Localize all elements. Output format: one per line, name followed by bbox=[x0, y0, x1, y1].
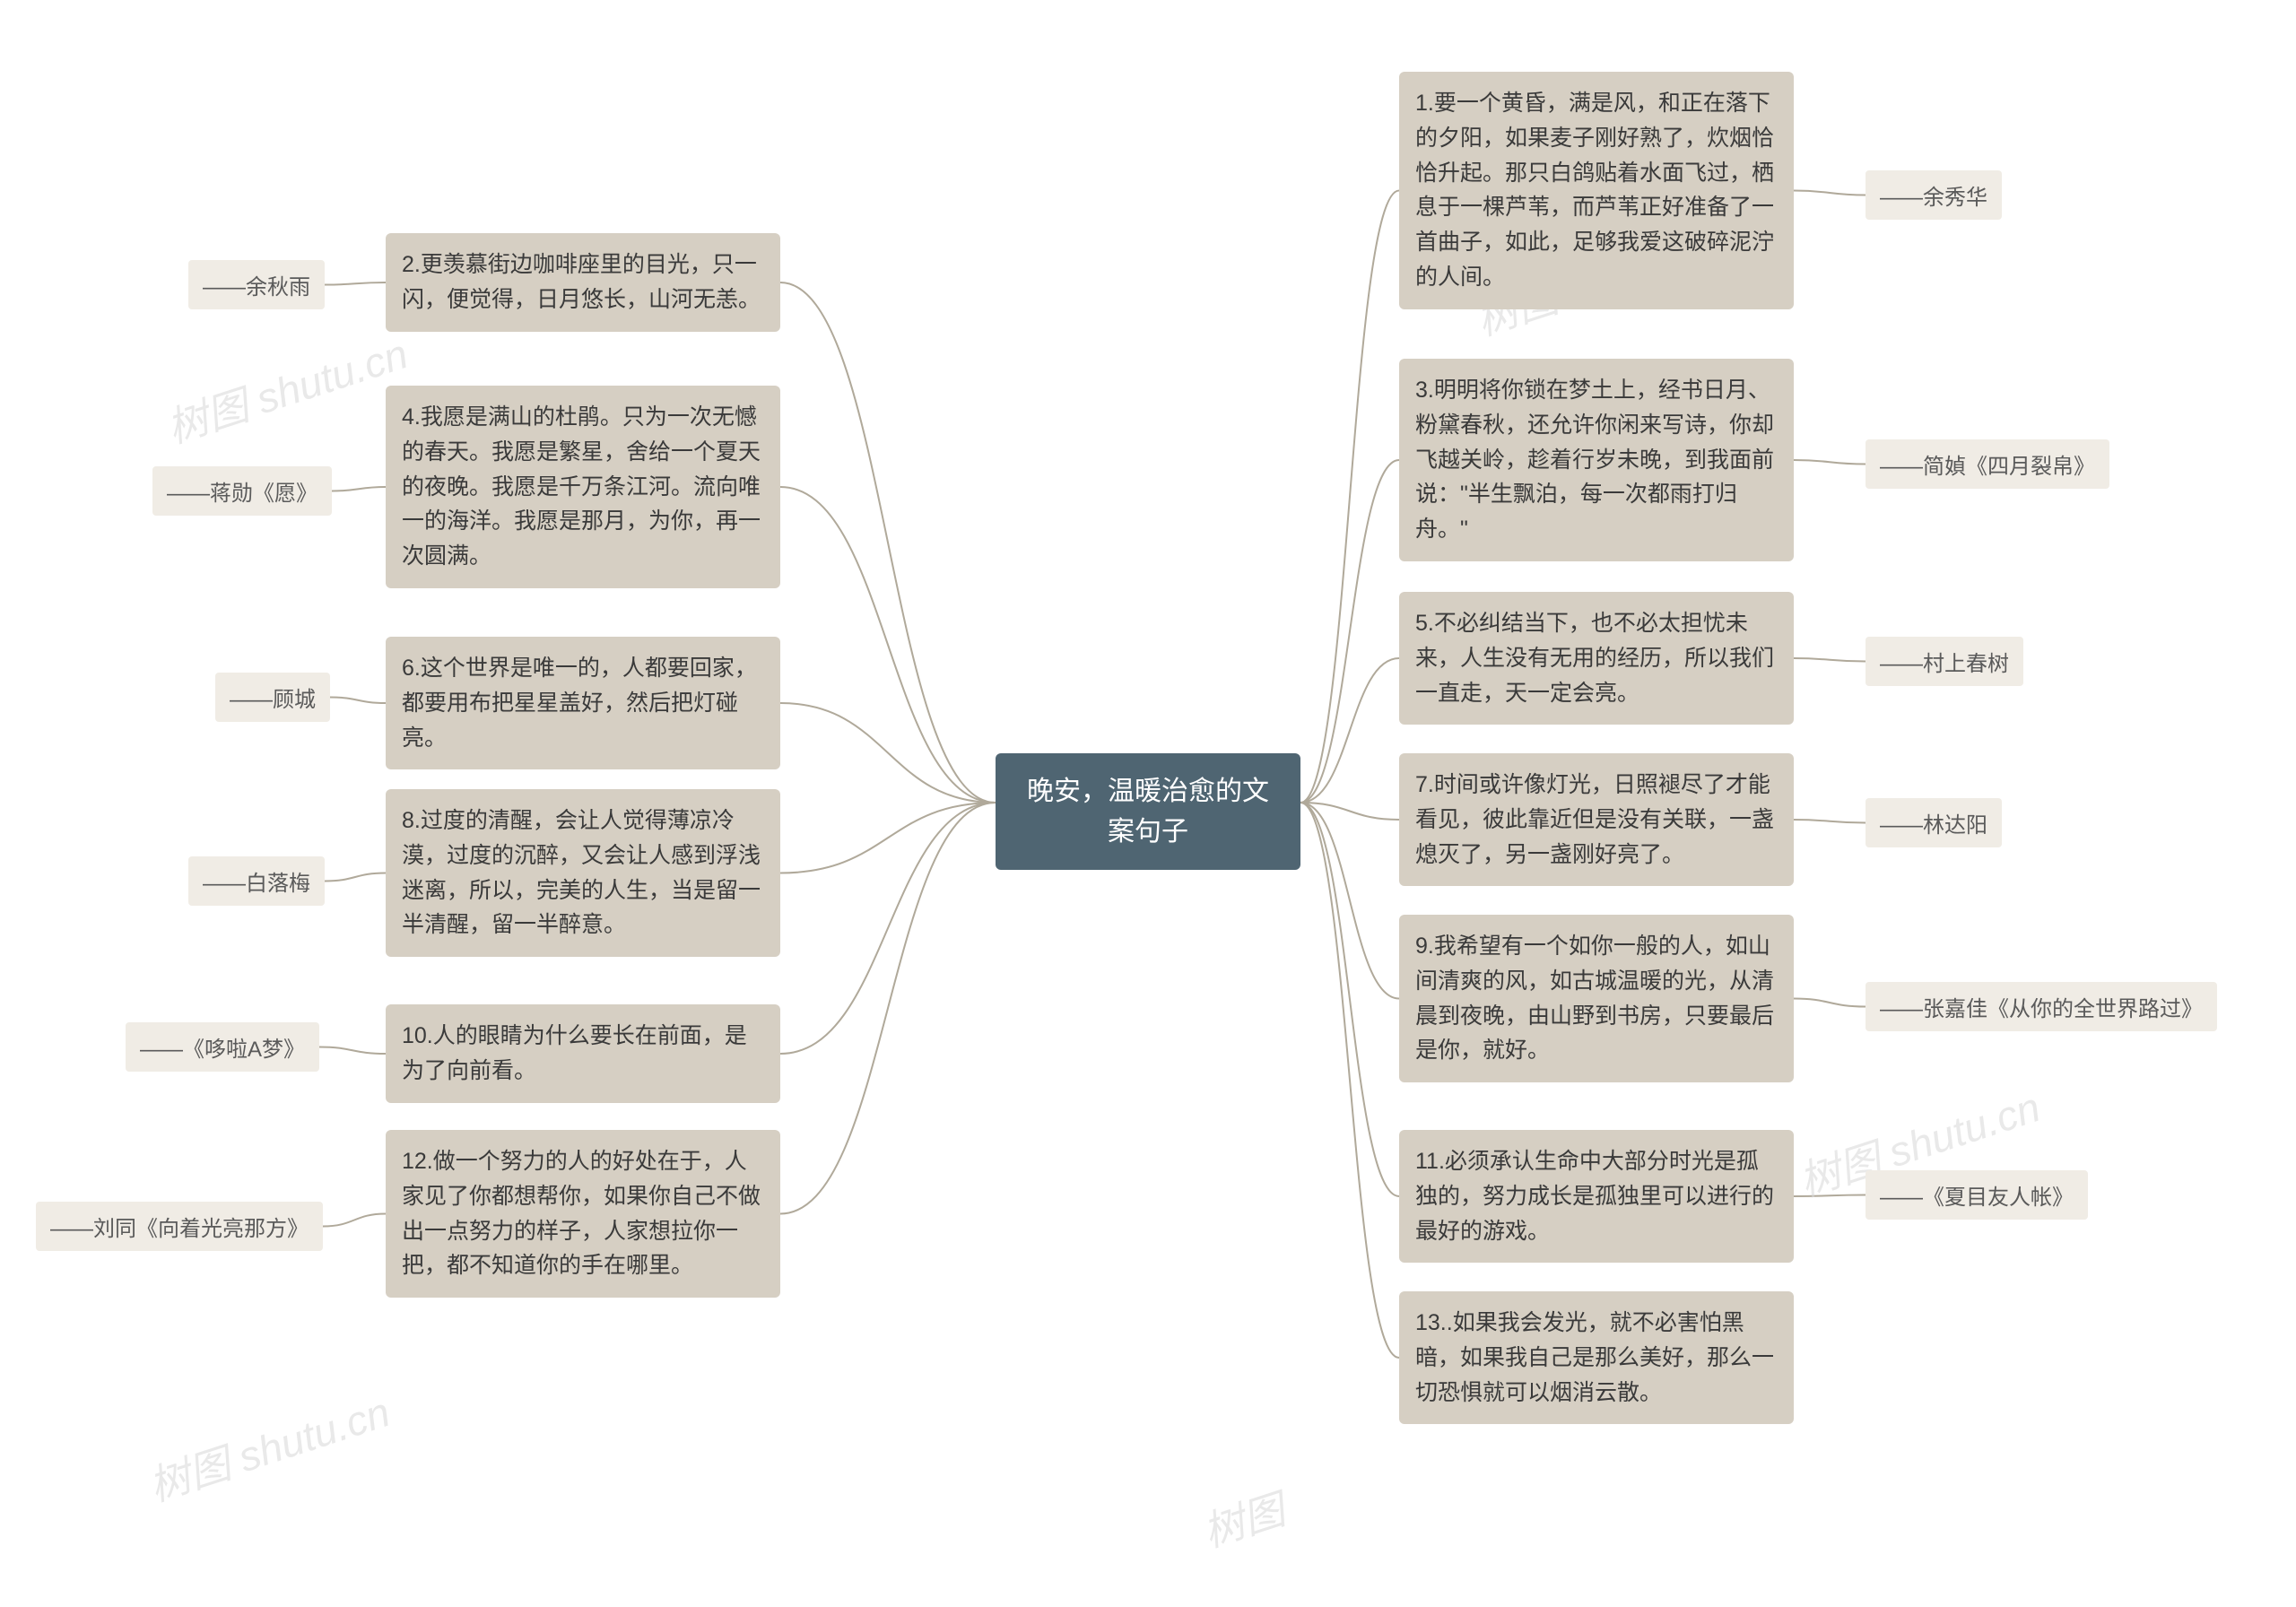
quote-text: 1.要一个黄昏，满是风，和正在落下的夕阳，如果麦子刚好熟了，炊烟恰恰升起。那只白… bbox=[1415, 91, 1774, 290]
author-text: ——刘同《向着光亮那方》 bbox=[50, 1217, 309, 1241]
author-node: ——村上春树 bbox=[1866, 637, 2023, 686]
quote-node-right: 7.时间或许像灯光，日照褪尽了才能看见，彼此靠近但是没有关联，一盏熄灭了，另一盏… bbox=[1399, 753, 1794, 886]
quote-text: 3.明明将你锁在梦土上，经书日月、粉黛春秋，还允许你闲来写诗，你却飞越关岭，趁着… bbox=[1415, 378, 1774, 542]
author-node: ——张嘉佳《从你的全世界路过》 bbox=[1866, 982, 2217, 1031]
quote-node-left: 6.这个世界是唯一的，人都要回家，都要用布把星星盖好，然后把灯碰亮。 bbox=[386, 637, 780, 769]
watermark: 树图 bbox=[1195, 1477, 1292, 1559]
author-text: ——《哆啦A梦》 bbox=[140, 1038, 305, 1062]
author-text: ——白落梅 bbox=[203, 872, 310, 896]
watermark-text: 树图 bbox=[1197, 1486, 1291, 1556]
watermark: 树图 shutu.cn bbox=[159, 322, 414, 456]
watermark: 树图 shutu.cn bbox=[141, 1380, 396, 1514]
author-node: ——余秀华 bbox=[1866, 170, 2002, 220]
author-text: ——张嘉佳《从你的全世界路过》 bbox=[1880, 997, 2203, 1021]
author-node: ——刘同《向着光亮那方》 bbox=[36, 1202, 323, 1251]
quote-node-left: 12.做一个努力的人的好处在于，人家见了你都想帮你，如果你自己不做出一点努力的样… bbox=[386, 1130, 780, 1298]
quote-text: 9.我希望有一个如你一般的人，如山间清爽的风，如古城温暖的光，从清晨到夜晚，由山… bbox=[1415, 934, 1774, 1063]
quote-node-right: 11.必须承认生命中大部分时光是孤独的，努力成长是孤独里可以进行的最好的游戏。 bbox=[1399, 1130, 1794, 1263]
quote-text: 8.过度的清醒，会让人觉得薄凉冷漠，过度的沉醉，又会让人感到浮浅迷离，所以，完美… bbox=[402, 808, 761, 937]
author-text: ——村上春树 bbox=[1880, 652, 2009, 676]
quote-node-left: 4.我愿是满山的杜鹃。只为一次无憾的春天。我愿是繁星，舍给一个夏天的夜晚。我愿是… bbox=[386, 386, 780, 588]
quote-node-left: 10.人的眼睛为什么要长在前面，是为了向前看。 bbox=[386, 1004, 780, 1103]
quote-node-left: 8.过度的清醒，会让人觉得薄凉冷漠，过度的沉醉，又会让人感到浮浅迷离，所以，完美… bbox=[386, 789, 780, 957]
quote-node-left: 2.更羡慕街边咖啡座里的目光，只一闪，便觉得，日月悠长，山河无恙。 bbox=[386, 233, 780, 332]
quote-node-right: 13..如果我会发光，就不必害怕黑暗，如果我自己是那么美好，那么一切恐惧就可以烟… bbox=[1399, 1291, 1794, 1424]
author-text: ——顾城 bbox=[230, 688, 316, 712]
author-text: ——简媜《四月裂帛》 bbox=[1880, 455, 2095, 479]
author-text: ——《夏目友人帐》 bbox=[1880, 1186, 2074, 1210]
author-text: ——余秋雨 bbox=[203, 275, 310, 300]
author-text: ——余秀华 bbox=[1880, 186, 1987, 210]
quote-text: 5.不必纠结当下，也不必太担忧未来，人生没有无用的经历，所以我们一直走，天一定会… bbox=[1415, 611, 1774, 706]
author-node: ——简媜《四月裂帛》 bbox=[1866, 439, 2109, 489]
author-node: ——顾城 bbox=[215, 673, 330, 722]
quote-node-right: 1.要一个黄昏，满是风，和正在落下的夕阳，如果麦子刚好熟了，炊烟恰恰升起。那只白… bbox=[1399, 72, 1794, 309]
quote-text: 6.这个世界是唯一的，人都要回家，都要用布把星星盖好，然后把灯碰亮。 bbox=[402, 656, 757, 751]
quote-text: 10.人的眼睛为什么要长在前面，是为了向前看。 bbox=[402, 1023, 747, 1083]
quote-text: 4.我愿是满山的杜鹃。只为一次无憾的春天。我愿是繁星，舍给一个夏天的夜晚。我愿是… bbox=[402, 404, 761, 569]
author-node: ——余秋雨 bbox=[188, 260, 325, 309]
quote-text: 2.更羡慕街边咖啡座里的目光，只一闪，便觉得，日月悠长，山河无恙。 bbox=[402, 252, 761, 312]
author-text: ——林达阳 bbox=[1880, 813, 1987, 838]
author-node: ——白落梅 bbox=[188, 856, 325, 906]
watermark-text: 树图 shutu.cn bbox=[144, 1388, 396, 1510]
center-title: 晚安，温暖治愈的文案句子 bbox=[1027, 777, 1269, 847]
watermark-text: 树图 shutu.cn bbox=[161, 330, 413, 452]
author-node: ——《哆啦A梦》 bbox=[126, 1022, 319, 1072]
quote-text: 7.时间或许像灯光，日照褪尽了才能看见，彼此靠近但是没有关联，一盏熄灭了，另一盏… bbox=[1415, 772, 1774, 867]
center-node: 晚安，温暖治愈的文案句子 bbox=[996, 753, 1300, 870]
author-node: ——《夏目友人帐》 bbox=[1866, 1170, 2088, 1220]
quote-text: 11.必须承认生命中大部分时光是孤独的，努力成长是孤独里可以进行的最好的游戏。 bbox=[1415, 1149, 1774, 1244]
author-node: ——林达阳 bbox=[1866, 798, 2002, 847]
quote-text: 12.做一个努力的人的好处在于，人家见了你都想帮你，如果你自己不做出一点努力的样… bbox=[402, 1149, 761, 1278]
quote-node-right: 9.我希望有一个如你一般的人，如山间清爽的风，如古城温暖的光，从清晨到夜晚，由山… bbox=[1399, 915, 1794, 1082]
author-text: ——蒋勋《愿》 bbox=[167, 482, 317, 506]
author-node: ——蒋勋《愿》 bbox=[152, 466, 332, 516]
quote-node-right: 3.明明将你锁在梦土上，经书日月、粉黛春秋，还允许你闲来写诗，你却飞越关岭，趁着… bbox=[1399, 359, 1794, 561]
quote-node-right: 5.不必纠结当下，也不必太担忧未来，人生没有无用的经历，所以我们一直走，天一定会… bbox=[1399, 592, 1794, 725]
quote-text: 13..如果我会发光，就不必害怕黑暗，如果我自己是那么美好，那么一切恐惧就可以烟… bbox=[1415, 1310, 1774, 1405]
